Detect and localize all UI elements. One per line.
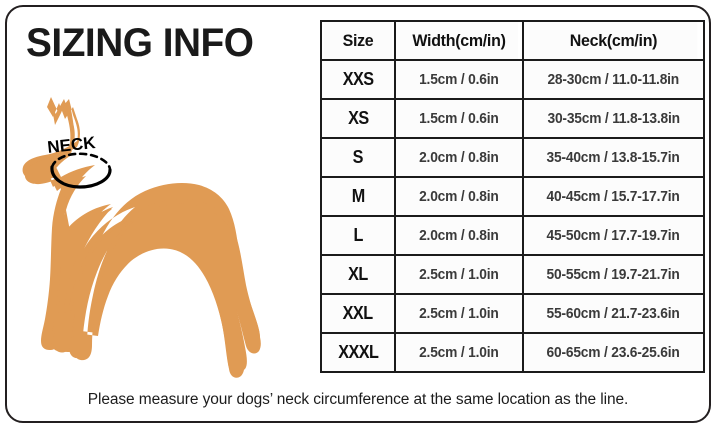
neck-value: 40-45cm / 15.7-17.7in (546, 188, 681, 205)
cell-width: 2.5cm / 1.0in (394, 254, 524, 295)
size-label: XS (347, 108, 369, 128)
column-header-neck: Neck(cm/in) (527, 20, 700, 61)
size-label: L (353, 225, 363, 245)
width-value: 1.5cm / 0.6in (419, 110, 499, 127)
cell-neck: 30-35cm / 11.8-13.8in (522, 98, 705, 139)
neck-value: 60-65cm / 23.6-25.6in (546, 344, 681, 361)
cell-size: XXXL (320, 332, 396, 373)
cell-size: XXL (320, 293, 396, 334)
table-header-row: Size Width(cm/in) Neck(cm/in) (321, 20, 704, 61)
dog-final-silhouette (24, 98, 261, 378)
table-row: XS 1.5cm / 0.6in 30-35cm / 11.8-13.8in (320, 98, 705, 139)
neck-measure-dashed-arc (50, 152, 112, 172)
width-value: 2.5cm / 1.0in (419, 305, 499, 322)
table-row: XXL 2.5cm / 1.0in 55-60cm / 21.7-23.6in (320, 293, 705, 334)
size-label: M (351, 186, 366, 206)
size-label: S (352, 147, 364, 167)
neck-value: 35-40cm / 13.8-15.7in (546, 149, 681, 166)
cell-width: 2.0cm / 0.8in (394, 215, 524, 256)
cell-size: XXS (320, 59, 396, 100)
width-value: 2.0cm / 0.8in (419, 188, 499, 205)
neck-value: 50-55cm / 19.7-21.7in (546, 266, 681, 283)
cell-size: S (320, 137, 396, 178)
cell-size: M (320, 176, 396, 217)
table-row: S 2.0cm / 0.8in 35-40cm / 13.8-15.7in (320, 137, 705, 178)
cell-neck: 45-50cm / 17.7-19.7in (522, 215, 705, 256)
cell-size: XL (320, 254, 396, 295)
measurement-note: Please measure your dogs’ neck circumfer… (87, 391, 629, 408)
width-value: 2.5cm / 1.0in (419, 344, 499, 361)
cell-width: 2.0cm / 0.8in (394, 176, 524, 217)
width-value: 1.5cm / 0.6in (419, 71, 499, 88)
table-row: M 2.0cm / 0.8in 40-45cm / 15.7-17.7in (320, 176, 705, 217)
cell-neck: 55-60cm / 21.7-23.6in (522, 293, 705, 334)
size-label: XXL (343, 303, 373, 323)
neck-value: 55-60cm / 21.7-23.6in (546, 305, 681, 322)
size-label: XXXL (337, 342, 379, 362)
cell-width: 2.5cm / 1.0in (394, 332, 524, 373)
cell-neck: 35-40cm / 13.8-15.7in (522, 137, 705, 178)
cell-width: 1.5cm / 0.6in (394, 98, 524, 139)
left-panel: SIZING INFO NECK (7, 7, 315, 387)
dog-illustration: NECK (17, 95, 312, 380)
page-title: SIZING INFO (26, 21, 254, 65)
neck-measure-solid-arc (50, 165, 112, 189)
neck-value: 45-50cm / 17.7-19.7in (546, 227, 681, 244)
size-label: XXS (342, 69, 374, 89)
width-value: 2.5cm / 1.0in (419, 266, 499, 283)
neck-value: 28-30cm / 11.0-11.8in (547, 71, 680, 88)
cell-neck: 50-55cm / 19.7-21.7in (522, 254, 705, 295)
cell-size: XS (320, 98, 396, 139)
column-header-size: Size (322, 20, 394, 61)
cell-width: 2.0cm / 0.8in (394, 137, 524, 178)
column-header-width: Width(cm/in) (397, 20, 521, 61)
size-label: XL (348, 264, 368, 284)
cell-width: 1.5cm / 0.6in (394, 59, 524, 100)
table-row: XXXL 2.5cm / 1.0in 60-65cm / 23.6-25.6in (320, 332, 705, 373)
sizing-info-card: SIZING INFO NECK (5, 5, 711, 423)
table-row: XXS 1.5cm / 0.6in 28-30cm / 11.0-11.8in (320, 59, 705, 100)
width-value: 2.0cm / 0.8in (419, 149, 499, 166)
neck-label: NECK (46, 133, 97, 157)
width-value: 2.0cm / 0.8in (419, 227, 499, 244)
table-row: XL 2.5cm / 1.0in 50-55cm / 19.7-21.7in (320, 254, 705, 295)
cell-neck: 60-65cm / 23.6-25.6in (522, 332, 705, 373)
size-chart-table: Size Width(cm/in) Neck(cm/in) XXS 1.5cm … (320, 20, 705, 373)
cell-neck: 40-45cm / 15.7-17.7in (522, 176, 705, 217)
table-row: L 2.0cm / 0.8in 45-50cm / 17.7-19.7in (320, 215, 705, 256)
cell-neck: 28-30cm / 11.0-11.8in (522, 59, 705, 100)
cell-size: L (320, 215, 396, 256)
cell-width: 2.5cm / 1.0in (394, 293, 524, 334)
neck-value: 30-35cm / 11.8-13.8in (547, 110, 680, 127)
